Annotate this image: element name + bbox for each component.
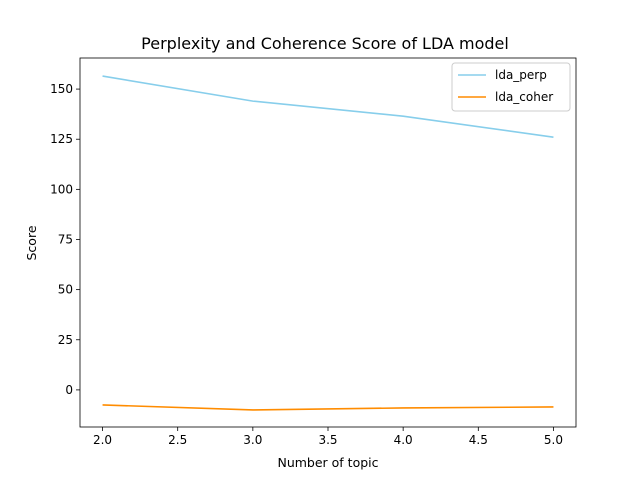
- legend-label-lda_coher: lda_coher: [495, 90, 553, 104]
- x-tick-label: 3.0: [243, 433, 262, 447]
- y-tick-label: 100: [50, 182, 73, 196]
- series-line-lda_coher: [102, 404, 554, 411]
- y-tick-label: 50: [58, 283, 73, 297]
- x-tick-label: 3.5: [318, 433, 337, 447]
- legend-label-lda_perp: lda_perp: [495, 68, 547, 82]
- chart-title: Perplexity and Coherence Score of LDA mo…: [141, 34, 509, 53]
- y-tick-label: 0: [65, 383, 73, 397]
- y-tick-label: 75: [58, 232, 73, 246]
- y-axis-label: Score: [24, 225, 39, 260]
- y-tick-label: 125: [50, 132, 73, 146]
- y-tick-label: 150: [50, 82, 73, 96]
- y-tick-label: 25: [58, 333, 73, 347]
- legend: lda_perp lda_coher: [451, 62, 571, 112]
- x-tick-label: 4.5: [469, 433, 488, 447]
- x-axis: 2.0 2.5 3.0 3.5 4.0 4.5 5.0: [93, 427, 563, 447]
- x-tick-label: 4.0: [394, 433, 413, 447]
- x-tick-label: 5.0: [544, 433, 563, 447]
- plot-frame: [79, 57, 577, 428]
- y-axis: 0 25 50 75 100 125 150: [50, 82, 80, 397]
- x-axis-label: Number of topic: [277, 455, 378, 470]
- plot-area: [79, 57, 577, 428]
- x-tick-label: 2.0: [93, 433, 112, 447]
- series-line-lda_perp: [102, 75, 554, 139]
- x-tick-label: 2.5: [168, 433, 187, 447]
